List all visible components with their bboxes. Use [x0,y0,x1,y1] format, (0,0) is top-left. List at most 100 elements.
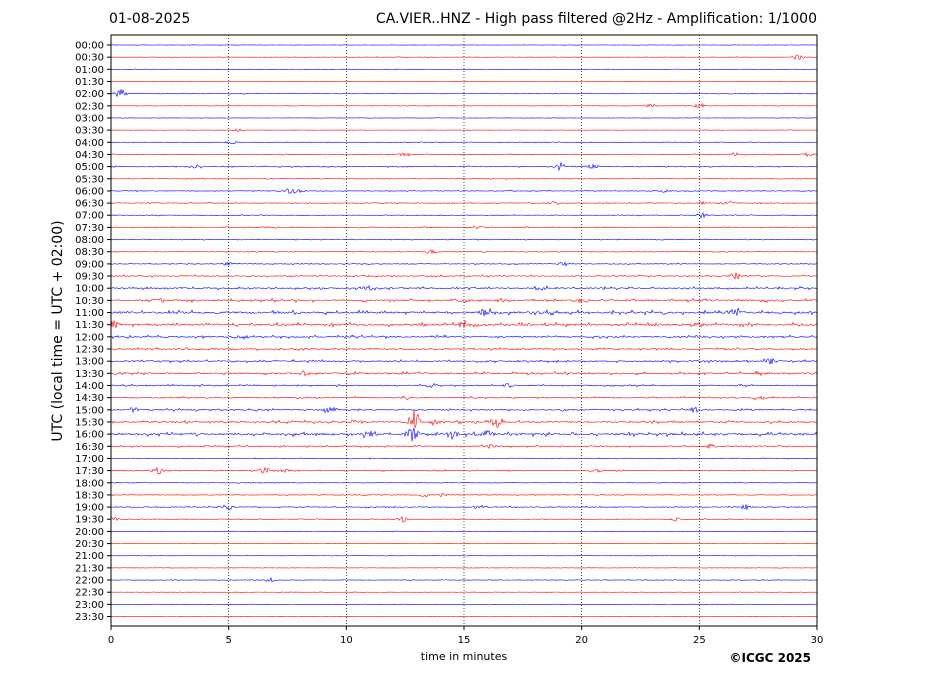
y-tick-label: 11:00 [75,308,104,319]
y-tick-label: 07:00 [75,211,104,222]
y-tick-label: 18:00 [75,478,104,489]
y-tick-label: 03:00 [75,113,104,124]
y-tick-label: 13:30 [75,369,104,380]
trace-0430 [110,152,818,158]
y-tick-label: 10:00 [75,284,104,295]
y-tick-label: 08:30 [75,247,104,258]
trace-1900 [110,504,818,511]
y-tick-label: 02:30 [75,101,104,112]
trace-0300 [110,117,818,119]
x-axis-ticks: 0 5 10 15 20 25 30 [108,626,824,646]
trace-1000 [110,285,817,291]
trace-0330 [110,128,818,133]
x-tick-label: 5 [225,635,231,646]
y-tick-label: 02:00 [75,89,104,100]
trace-0700 [110,212,818,219]
trace-1500 [110,406,818,414]
x-tick-label: 30 [811,635,824,646]
y-tick-label: 09:30 [75,272,104,283]
y-tick-label: 19:30 [75,515,104,526]
y-tick-label: 15:00 [75,405,104,416]
y-tick-label: 14:00 [75,381,104,392]
trace-2200 [110,576,818,583]
trace-0500 [110,161,818,172]
y-tick-label: 20:00 [75,527,104,538]
trace-2130 [110,567,818,569]
trace-1030 [110,297,818,304]
trace-1230 [110,347,818,351]
trace-1530 [110,409,818,428]
y-axis-label: UTC (local time = UTC + 02:00) [50,220,66,442]
y-tick-label: 17:00 [75,454,104,465]
x-tick-label: 25 [693,635,706,646]
y-tick-label: 23:00 [75,600,104,611]
trace-1330 [110,370,818,377]
vertical-gridlines [228,35,700,626]
y-tick-label: 20:30 [75,539,104,550]
y-tick-label: 15:30 [75,417,104,428]
trace-2300 [110,603,818,606]
y-tick-label: 23:30 [75,612,104,623]
plot-title: CA.VIER..HNZ - High pass filtered @2Hz -… [375,11,817,27]
trace-0600 [110,188,818,194]
trace-1830 [110,492,818,498]
trace-0630 [110,200,818,206]
trace-1130 [110,320,818,330]
y-tick-label: 05:30 [75,174,104,185]
trace-0200 [110,89,818,98]
trace-0130 [110,80,818,83]
y-tick-label: 19:00 [75,503,104,514]
trace-0030 [110,54,818,61]
trace-1430 [110,395,818,401]
y-tick-label: 05:00 [75,162,104,173]
trace-1200 [110,334,818,340]
y-tick-label: 22:00 [75,576,104,587]
trace-0900 [110,261,818,267]
plot-date: 01-08-2025 [109,11,191,27]
y-tick-label: 04:00 [75,138,104,149]
y-tick-label: 21:30 [75,563,104,574]
trace-1300 [110,358,818,365]
x-axis-label: time in minutes [420,650,508,663]
trace-2330 [110,615,818,618]
trace-1100 [110,307,818,317]
seismogram-traces [110,44,818,618]
y-tick-label: 13:00 [75,357,104,368]
y-tick-label: 22:30 [75,588,104,599]
trace-2000 [110,530,818,533]
y-tick-label: 09:00 [75,259,104,270]
plot-frame [110,34,818,627]
y-tick-label: 00:30 [75,53,104,64]
x-tick-label: 0 [108,635,114,646]
trace-0400 [110,140,818,145]
y-tick-label: 21:00 [75,551,104,562]
y-tick-label: 16:00 [75,430,104,441]
trace-2230 [110,591,818,593]
trace-0530 [110,177,818,180]
y-tick-label: 18:30 [75,490,104,501]
y-tick-label: 01:00 [75,65,104,76]
y-tick-label: 12:30 [75,345,104,356]
y-tick-label: 07:30 [75,223,104,234]
y-tick-label: 16:30 [75,442,104,453]
copyright-notice: ©ICGC 2025 [729,651,811,665]
y-tick-label: 04:30 [75,150,104,161]
y-tick-label: 14:30 [75,393,104,404]
x-tick-label: 15 [458,635,471,646]
x-tick-label: 20 [575,635,588,646]
y-tick-label: 01:30 [75,77,104,88]
y-tick-label: 03:30 [75,126,104,137]
y-tick-label: 10:30 [75,296,104,307]
x-tick-label: 10 [340,635,353,646]
y-tick-label: 06:30 [75,199,104,210]
trace-1400 [110,382,818,389]
y-tick-label: 17:30 [75,466,104,477]
y-tick-label: 08:00 [75,235,104,246]
trace-2030 [110,542,818,545]
y-tick-label: 11:30 [75,320,104,331]
y-tick-label: 06:00 [75,186,104,197]
trace-2100 [110,555,818,557]
trace-0930 [110,272,818,280]
